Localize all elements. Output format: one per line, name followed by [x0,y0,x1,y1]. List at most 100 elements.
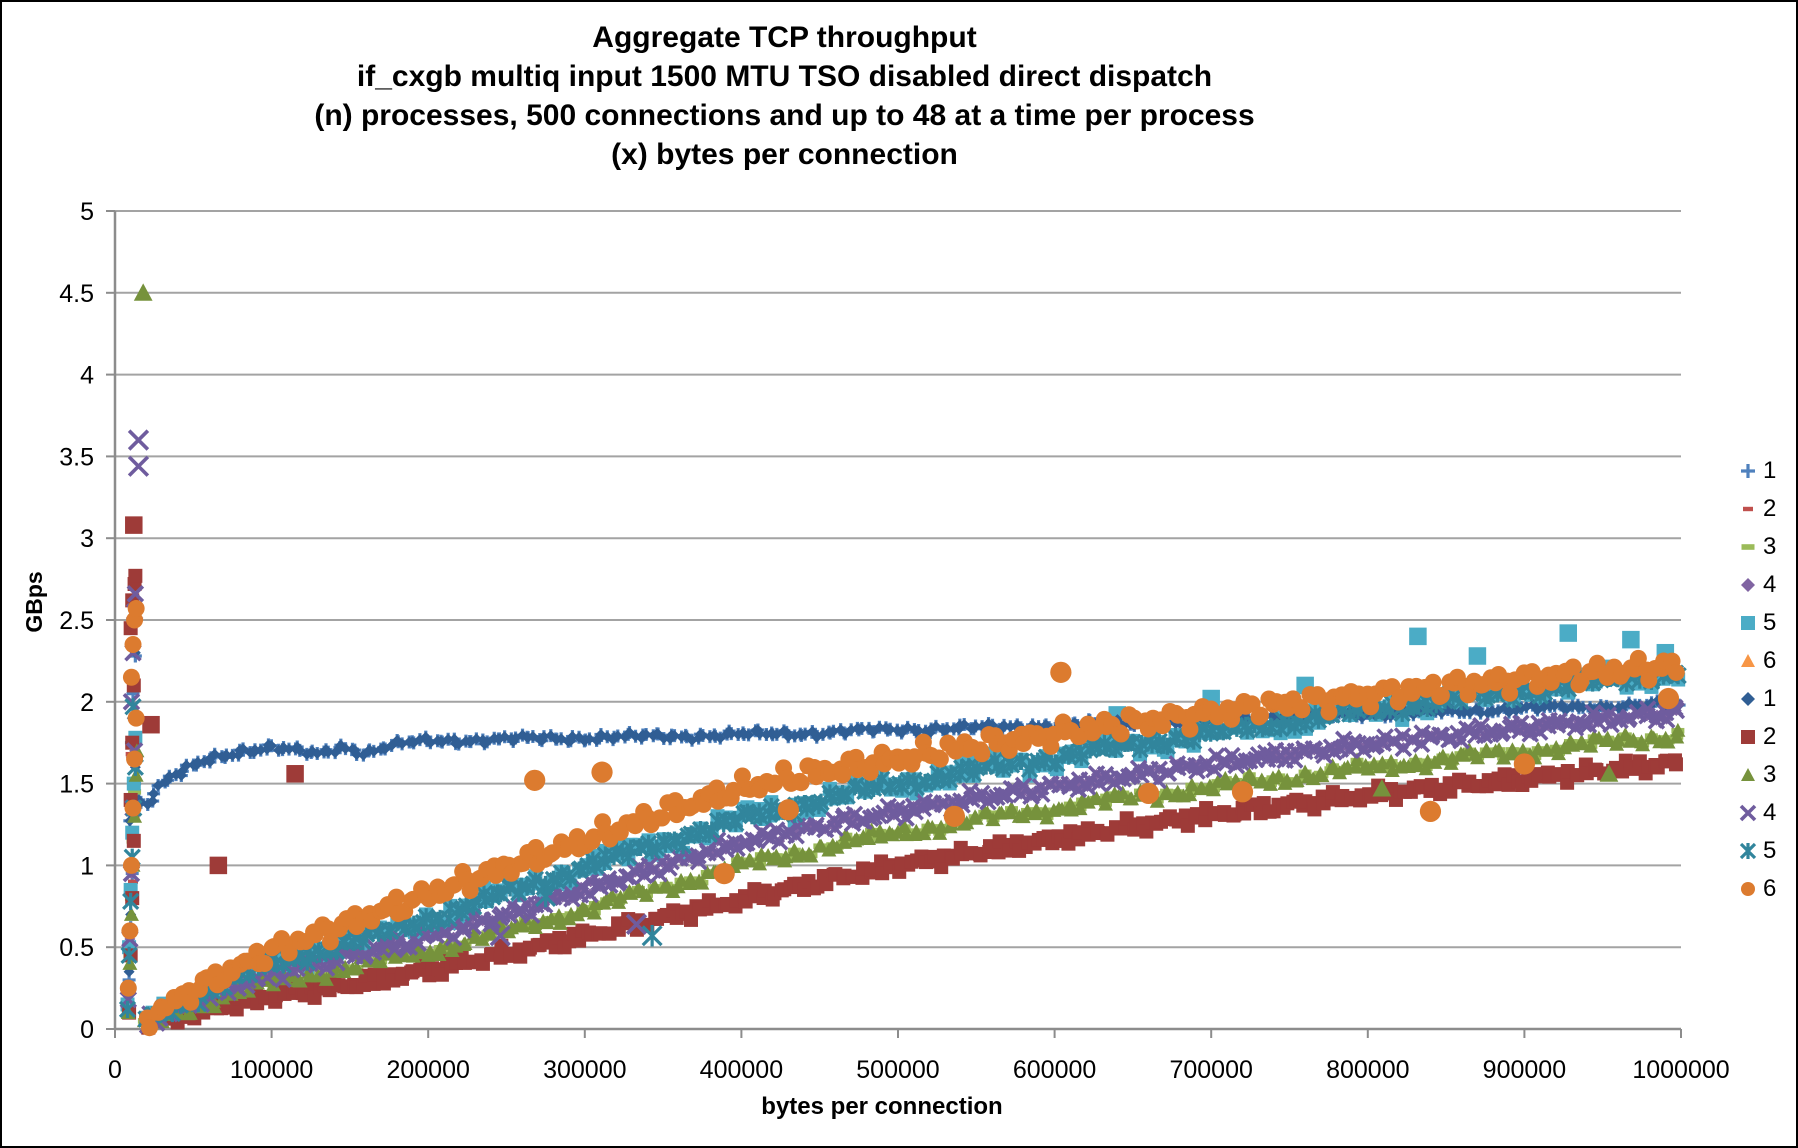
data-point [1459,686,1477,704]
data-point [349,960,365,975]
data-point [127,709,145,727]
data-point [583,733,595,745]
data-point [1496,750,1512,765]
x-tick-label: 300000 [543,1056,626,1084]
data-point [124,636,142,654]
data-point [626,817,644,835]
outlier-point [1599,764,1619,782]
data-point [934,860,949,875]
data-point [1384,763,1400,777]
data-point [1071,727,1089,745]
x-tick-label: 900000 [1483,1056,1566,1084]
x-tick-label: 0 [108,1056,122,1084]
legend-item-a-6[interactable]: 6 [1738,642,1776,680]
x-tick-label: 500000 [856,1056,939,1084]
legend-item-b-1[interactable]: 1 [1738,680,1776,718]
outlier-point [535,885,557,908]
data-point [280,944,298,962]
y-tick-label: 2.5 [59,607,94,635]
chart-title-line-4: (x) bytes per connection [611,138,958,171]
outlier-point [625,913,648,935]
outlier-point [1231,781,1254,803]
legend-item-a-2[interactable]: 2 [1738,490,1776,528]
chart-title-line-3: (n) processes, 500 connections and up to… [314,99,1255,132]
data-point [1002,756,1021,774]
data-point [126,585,145,603]
data-point [527,838,545,856]
data-point [1254,772,1270,787]
data-point [834,766,852,784]
legend-label: 6 [1763,875,1777,902]
data-point [128,788,142,795]
legend-label: 5 [1763,837,1777,864]
data-point [1515,742,1531,757]
data-point [118,1000,137,1019]
data-point [1244,772,1260,787]
legend: 1 2 3 4 5 6 1 2 3 4 5 6 [1738,452,1776,908]
axes [106,210,1682,1038]
data-point [1205,782,1221,797]
data-point [387,888,405,906]
legend-marker-asterisk-icon [1739,842,1757,860]
data-point [1475,707,1487,719]
data-point [792,774,810,792]
data-point [872,823,888,838]
data-point [122,668,140,686]
data-point [635,866,654,885]
legend-item-a-4[interactable]: 4 [1738,566,1776,604]
data-point [829,839,845,854]
data-point [586,905,602,920]
data-point [283,743,295,755]
data-point [128,879,139,884]
data-point [120,946,138,965]
legend-marker-circle-icon [1741,882,1755,896]
y-tick-label: 0 [80,1016,94,1044]
chart-title-line-2: if_cxgb multiq input 1500 MTU TSO disabl… [356,60,1213,93]
data-point [121,922,139,940]
legend-item-a-3[interactable]: 3 [1738,528,1776,566]
outlier-point [591,761,613,783]
x-tick-label: 100000 [230,1056,313,1084]
data-point [1610,732,1626,747]
data-point [148,788,160,800]
outlier-point [127,429,150,451]
legend-label: 3 [1763,761,1777,788]
legend-item-b-3[interactable]: 3 [1738,756,1776,794]
legend-glyph [1743,506,1753,512]
data-point [896,819,912,834]
data-point [180,759,192,771]
data-point [1325,758,1341,772]
legend-glyph [1741,768,1755,781]
data-point [807,816,825,834]
data-point [1667,663,1685,681]
data-point [1349,752,1365,767]
data-point [1577,701,1589,713]
data-point [400,938,419,956]
legend-item-b-4[interactable]: 4 [1738,794,1776,832]
data-point [856,723,868,735]
legend-glyph [1741,882,1755,896]
legend-glyph [1741,544,1755,550]
y-tick-label: 5 [80,198,94,226]
legend-item-b-5[interactable]: 5 [1738,832,1776,870]
legend-item-b-6[interactable]: 6 [1738,870,1776,908]
series-2-6 [119,600,1685,1037]
legend-glyph [1741,464,1755,478]
data-point [1475,726,1494,745]
legend-item-a-1[interactable]: 1 [1738,452,1776,490]
legend-item-a-5[interactable]: 5 [1738,604,1776,642]
legend-label: 1 [1763,457,1777,484]
data-point [958,719,970,731]
data-point [884,723,896,735]
x-tick-label: 200000 [386,1056,469,1084]
data-point [860,831,876,846]
data-point [1003,800,1019,815]
x-tick-label: 800000 [1326,1056,1409,1084]
outlier-point [1419,800,1442,823]
legend-item-b-2[interactable]: 2 [1738,718,1776,756]
data-point [1072,801,1088,816]
legend-marker-diamond-icon [1741,692,1755,706]
data-point [1629,649,1647,667]
data-point [1028,802,1044,817]
data-point [913,725,925,737]
